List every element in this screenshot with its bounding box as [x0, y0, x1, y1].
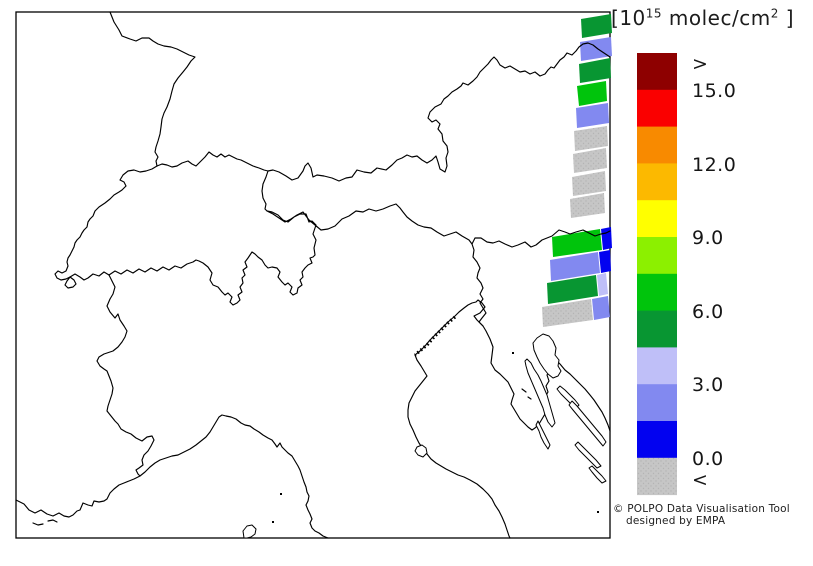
swath-tile-lavender [597, 273, 608, 296]
swath-tile-blue [601, 227, 612, 250]
unit-text: molec/cm [662, 6, 771, 30]
swath-tile-periwinkle [576, 103, 609, 128]
coastline-border-layer [15, 11, 611, 539]
swath-tile-gray [573, 148, 607, 173]
unit-exponent-2: 2 [770, 6, 779, 21]
colorbar-label-6.0: 6.0 [692, 301, 724, 323]
colorbar-segment-yellow [637, 200, 677, 238]
swath-tile-gray [570, 193, 605, 218]
cres-island [524, 358, 556, 428]
marseille-islet-2 [47, 519, 58, 523]
swiss-german-austrian-czech-border [156, 42, 611, 182]
venice-lagoon-barrier [413, 315, 457, 357]
swath-tile-periwinkle [550, 252, 600, 281]
colorbar-segment-red [637, 89, 677, 128]
map-frame [15, 11, 611, 539]
swath-tile-gray [542, 299, 593, 327]
colorbar-segment-green [637, 273, 677, 312]
venice-gulf-coast [414, 299, 486, 356]
colorbar: >15.0 12.0 9.0 6.0 3.0 0.0< [637, 53, 736, 496]
colorbar-segment-darkgreen [637, 310, 677, 348]
satellite-swath [542, 14, 612, 327]
swath-tile-gray [572, 171, 606, 196]
bracket-open: [ [611, 6, 620, 30]
istria-islet-2 [527, 396, 532, 400]
islet-dot [597, 511, 599, 513]
bracket-close: ] [778, 6, 795, 30]
colorbar-segment-periwinkle [637, 384, 677, 422]
colorbar-segment-gray [637, 457, 677, 496]
swath-tile-gray [574, 126, 608, 151]
colorbar-label-<: < [692, 469, 708, 491]
dalmatian-sliver-2 [588, 465, 607, 484]
elba-island [242, 524, 257, 539]
credit-line-1: © POLPO Data Visualisation Tool [613, 503, 790, 515]
krk-island [532, 333, 562, 379]
colorbar-label-9.0: 9.0 [692, 227, 724, 249]
dalmatian-sliver-1 [574, 441, 602, 469]
swiss-austrian-border [261, 170, 269, 212]
islet-dot [512, 352, 514, 354]
colorbar-label-12.0: 12.0 [692, 154, 736, 176]
swath-tile-blue [599, 250, 611, 273]
colorbar-label-15.0: 15.0 [692, 80, 736, 102]
swath-tile-darkgreen [547, 275, 598, 304]
losinj-island [535, 420, 551, 450]
islet-dot [280, 493, 282, 495]
alpine-crest-border [69, 203, 611, 306]
credit-line-2: designed by EMPA [626, 515, 726, 527]
istria-islet-1 [521, 388, 527, 393]
credit-text: © POLPO Data Visualisation Tool designed… [613, 503, 790, 527]
colorbar-label-3.0: 3.0 [692, 374, 724, 396]
islet-dot [272, 521, 274, 523]
mediterranean-ligurian-coast [15, 414, 329, 539]
swath-tile-darkgreen [581, 14, 612, 38]
san-marino-outline [414, 444, 428, 458]
colorbar-segment-blue [637, 421, 677, 459]
rhine-france-germany-border [109, 11, 196, 167]
swath-tile-periwinkle [592, 296, 610, 320]
swath-tile-darkgreen [579, 58, 611, 83]
colorbar-segment-lavender [637, 347, 677, 385]
swath-tile-green [577, 81, 607, 106]
colorbar-segment-maroon [637, 53, 677, 91]
colorbar-unit-title: [1015 molec/cm2 ] [611, 6, 811, 30]
swiss-western-border [54, 165, 158, 289]
po-adriatic-coast [407, 354, 511, 539]
colorbar-label-0.0: 0.0 [692, 448, 724, 470]
colorbar-label->: > [692, 53, 708, 75]
pag-island [568, 400, 607, 447]
france-italy-border [96, 274, 155, 477]
colorbar-segment-amber [637, 163, 677, 201]
unit-exponent: 15 [645, 6, 663, 21]
colorbar-segment-chartreuse [637, 237, 677, 275]
swath-tile-green [552, 229, 602, 257]
unit-base: 10 [619, 6, 646, 30]
colorbar-segment-orange [637, 126, 677, 164]
marseille-islet-1 [32, 522, 44, 526]
